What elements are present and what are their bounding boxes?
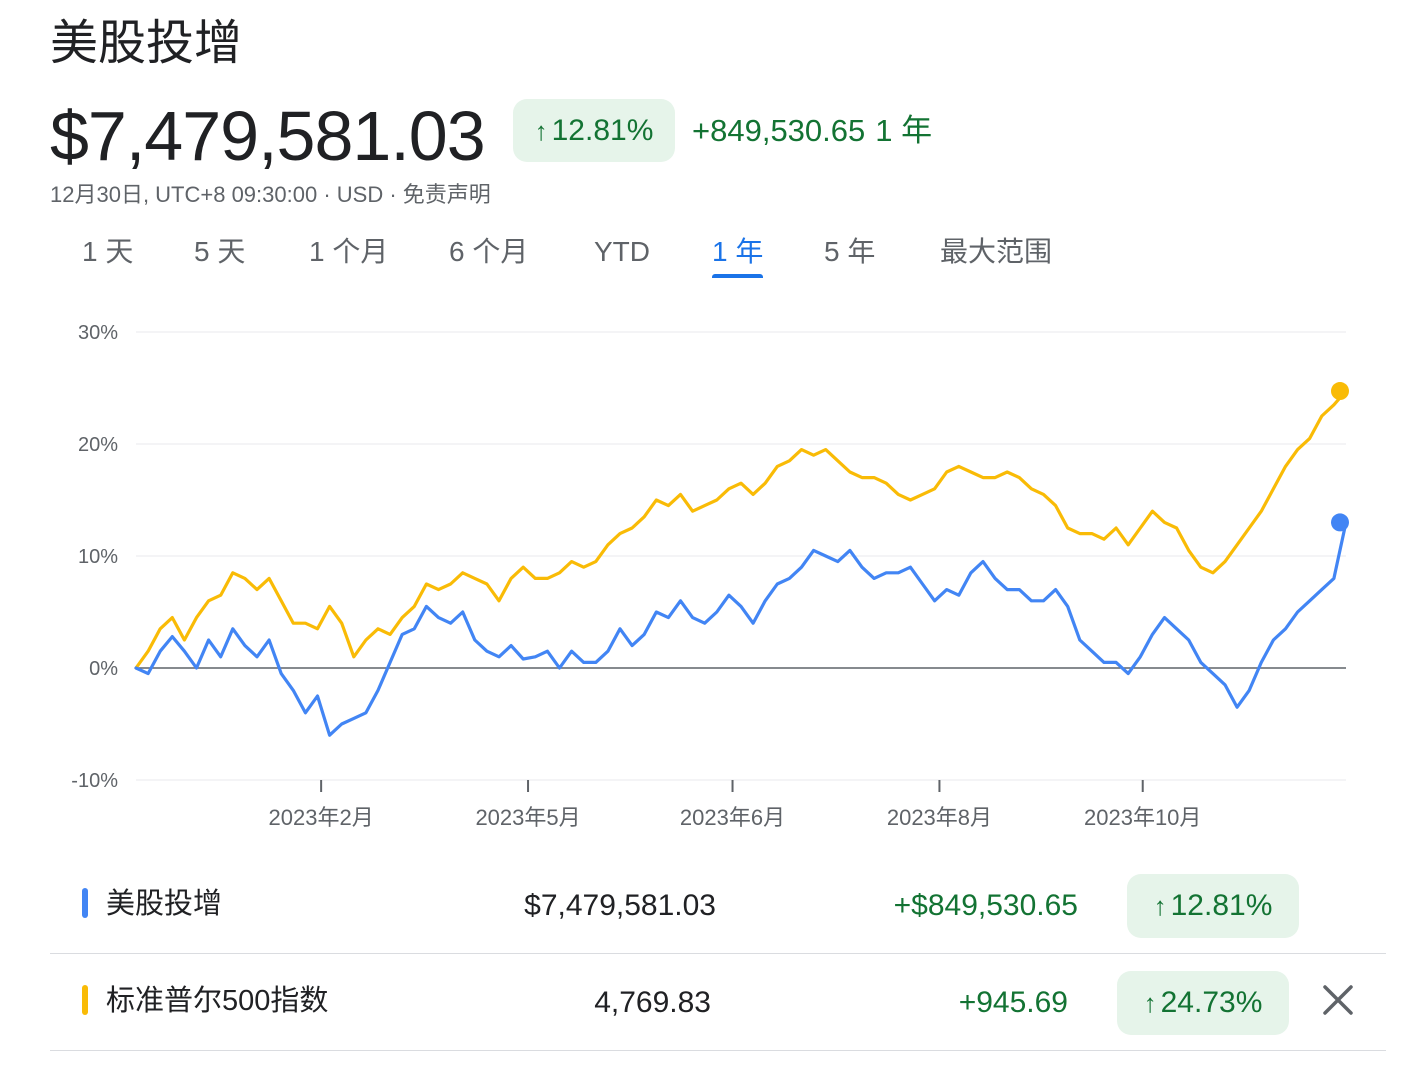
x-tick-label: 2023年10月	[1084, 805, 1201, 830]
legend-pct-badge: ↑ 12.81%	[1127, 874, 1299, 938]
legend-row-portfolio[interactable]: 美股投增 $7,479,581.03 +$849,530.65 ↑ 12.81%	[50, 856, 1386, 954]
y-tick-label: 20%	[78, 434, 118, 456]
legend-delta: +$849,530.65	[893, 889, 1078, 922]
change-pct-text: 12.81%	[551, 113, 654, 147]
arrow-up-icon: ↑	[534, 115, 548, 146]
y-tick-label: 30%	[78, 322, 118, 344]
change-pct-badge: ↑ 12.81%	[513, 99, 675, 162]
x-tick-label: 2023年6月	[680, 805, 785, 830]
sp500-swatch	[82, 985, 88, 1015]
comparison-line-chart[interactable]: 30%20%10%0%-10% 2023年2月 2023年5月 2023年6月 202…	[0, 300, 1414, 850]
legend-pct-text: 24.73%	[1160, 986, 1263, 1019]
tab-5d[interactable]: 5 天	[194, 236, 246, 267]
series-end-dot-portfolio	[1331, 513, 1349, 532]
series-line-portfolio	[134, 520, 1348, 737]
x-tick-label: 2023年2月	[269, 805, 374, 830]
portfolio-swatch	[82, 888, 88, 918]
x-tick-label: 2023年8月	[887, 805, 992, 830]
legend-pct-text: 12.81%	[1170, 889, 1273, 922]
range-tabs: 1 天 5 天 1 个月 6 个月 YTD 1 年 5 年 最大范围	[0, 226, 1414, 286]
change-period: 1 年	[875, 113, 933, 148]
close-icon[interactable]	[1318, 980, 1358, 1020]
legend-value: 4,769.83	[594, 986, 711, 1019]
legend-name: 美股投增	[106, 888, 223, 920]
legend-name: 标准普尔500指数	[106, 985, 329, 1017]
chart-grid: 30% 20% 10% 0% -10%	[71, 322, 1346, 792]
legend-pct-badge: ↑ 24.73%	[1117, 971, 1289, 1035]
series-line-sp500	[134, 389, 1348, 670]
tab-5y[interactable]: 5 年	[824, 236, 876, 267]
x-tick-label: 2023年5月	[475, 805, 580, 830]
chart-series	[134, 382, 1349, 737]
tab-1d[interactable]: 1 天	[82, 236, 134, 267]
tab-6m[interactable]: 6 个月	[449, 236, 529, 267]
legend-row-sp500[interactable]: 标准普尔500指数 4,769.83 +945.69 ↑ 24.73%	[50, 953, 1386, 1051]
tab-1m[interactable]: 1 个月	[309, 236, 389, 267]
change-abs: +849,530.65 1 年	[692, 110, 932, 152]
y-tick-label: 0%	[89, 658, 118, 680]
tab-max[interactable]: 最大范围	[940, 236, 1053, 267]
current-price: $7,479,581.03	[50, 97, 486, 175]
change-abs-value: +849,530.65	[692, 113, 866, 148]
tab-1y[interactable]: 1 年	[712, 232, 764, 278]
chart-x-axis: 2023年2月 2023年5月 2023年6月 2023年8月 2023年10月	[269, 780, 1201, 830]
tab-ytd[interactable]: YTD	[594, 236, 650, 267]
y-tick-label: 10%	[78, 546, 118, 568]
arrow-up-icon: ↑	[1143, 988, 1157, 1018]
legend-delta: +945.69	[958, 986, 1068, 1019]
timestamp-line: 12月30日, UTC+8 09:30:00 · USD · 免责声明	[50, 182, 491, 207]
arrow-up-icon: ↑	[1153, 891, 1167, 921]
page-title: 美股投增	[50, 17, 243, 70]
y-tick-label: -10%	[71, 770, 118, 792]
legend-value: $7,479,581.03	[524, 889, 716, 922]
series-end-dot-sp500	[1331, 382, 1349, 401]
